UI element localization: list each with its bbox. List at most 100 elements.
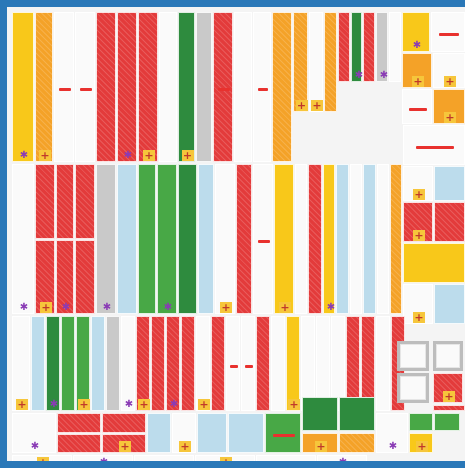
star-badge-icon: ✱ <box>99 456 109 468</box>
mosaic-tile: ✱ <box>12 12 34 162</box>
cross-badge-icon: + <box>198 397 210 411</box>
star-badge-icon: ✱ <box>338 456 348 468</box>
star-badge-icon: ✱ <box>123 149 133 161</box>
mosaic-tile <box>75 240 95 314</box>
mosaic-tile: + <box>102 434 146 453</box>
cross-badge-icon: + <box>143 148 155 162</box>
tile-dash <box>257 88 269 91</box>
mosaic-tile <box>61 316 75 411</box>
mosaic-tile <box>256 455 316 461</box>
star-badge-icon: ✱ <box>19 301 29 313</box>
mosaic-tile <box>31 316 45 411</box>
star-badge-icon: ✱ <box>163 301 173 313</box>
mosaic-tile: + <box>35 240 55 314</box>
mosaic-tile: ✱ <box>56 240 74 314</box>
mosaic-tile: ✱ <box>73 455 133 468</box>
mosaic-tile: + <box>403 202 433 242</box>
mosaic-tile <box>151 316 165 411</box>
mosaic-tile: ✱ <box>376 413 408 453</box>
mosaic-tile <box>35 164 55 239</box>
mosaic-tile: ✱ <box>96 164 116 314</box>
mosaic-tile <box>147 413 171 453</box>
mosaic-tile: ✱ <box>117 12 137 162</box>
mosaic-tile <box>431 12 465 52</box>
mosaic-tile <box>402 89 432 124</box>
mosaic-tile: + <box>136 316 150 411</box>
mosaic-tile: ✱ <box>157 164 177 314</box>
mosaic-tile: ✱ <box>402 12 430 52</box>
mosaic-tile <box>54 12 74 162</box>
mosaic-tile: + <box>35 12 53 162</box>
mosaic-tile <box>56 164 74 239</box>
mosaic-tile: + <box>402 53 432 88</box>
tile-dash <box>438 33 460 36</box>
mosaic-tile <box>361 316 375 411</box>
cross-badge-icon: + <box>39 148 51 162</box>
mosaic-tile <box>363 164 376 314</box>
mosaic-tile <box>213 12 233 162</box>
mosaic-tile <box>96 12 116 162</box>
mosaic-tile <box>138 164 156 314</box>
tile-dash <box>244 364 254 368</box>
mosaic-tile: + <box>12 316 30 411</box>
mosaic-tile <box>181 316 195 411</box>
cross-badge-icon: + <box>16 397 28 411</box>
tile-dash <box>273 434 295 437</box>
mosaic-tile <box>324 12 337 112</box>
tile-dash <box>409 107 427 111</box>
mosaic-tile: ✱ <box>351 12 364 82</box>
mosaic-tile <box>389 12 401 82</box>
mosaic-tile: ✱ <box>46 316 60 411</box>
mosaic-tile <box>350 164 362 314</box>
mosaic-tile <box>236 164 252 314</box>
mosaic-tile <box>159 12 177 162</box>
star-badge-icon: ✱ <box>412 39 422 51</box>
mosaic-tile <box>57 434 101 453</box>
mosaic-tile <box>226 316 240 411</box>
star-badge-icon: ✱ <box>326 301 336 313</box>
mosaic-tile: ✱ <box>12 164 34 314</box>
mosaic-tile: + <box>195 455 255 468</box>
mosaic-tile: + <box>274 164 294 314</box>
star-badge-icon: ✱ <box>19 149 29 161</box>
cross-badge-icon: + <box>40 300 52 314</box>
cross-badge-icon: + <box>78 397 90 411</box>
mosaic-tile: + <box>215 164 235 314</box>
mosaic-tile: + <box>409 433 433 453</box>
cross-badge-icon: + <box>444 110 456 124</box>
mosaic-tile <box>339 433 375 453</box>
cross-badge-icon: + <box>181 148 194 162</box>
mosaic-tile <box>196 12 212 162</box>
cross-badge-icon: + <box>413 310 425 324</box>
cross-badge-icon: + <box>412 74 424 88</box>
tile-dash <box>59 88 71 91</box>
mosaic-tile: + <box>433 89 465 124</box>
cross-badge-icon: + <box>220 455 232 468</box>
cross-badge-icon: + <box>416 439 428 453</box>
mosaic-tile: + <box>196 316 210 411</box>
cross-badge-icon: + <box>311 98 323 112</box>
mosaic-tile <box>363 12 375 82</box>
mosaic-tile <box>295 164 307 314</box>
mosaic-tile: + <box>178 12 195 162</box>
mosaic-tile: + <box>138 12 158 162</box>
mosaic-tile <box>302 397 338 431</box>
mosaic-tile <box>377 164 389 314</box>
mosaic-tile: + <box>12 455 72 468</box>
mosaic-tile: + <box>172 413 196 453</box>
mosaic-tile: + <box>293 12 308 112</box>
star-badge-icon: ✱ <box>354 69 364 81</box>
mosaic-tile <box>256 316 270 411</box>
mosaic-tile: ✱ <box>166 316 180 411</box>
mosaic-tile <box>241 316 255 411</box>
mosaic-tile: + <box>76 316 90 411</box>
mosaic-tile <box>253 12 271 162</box>
mosaic-tile <box>339 397 375 431</box>
star-badge-icon: ✱ <box>124 398 134 410</box>
mosaic-tile: ✱ <box>376 12 388 82</box>
cross-badge-icon: + <box>37 455 49 468</box>
mosaic-tile: ✱ <box>323 164 335 314</box>
tile-dash <box>218 88 230 91</box>
tile-dash <box>229 364 239 368</box>
cross-badge-icon: + <box>220 300 232 314</box>
